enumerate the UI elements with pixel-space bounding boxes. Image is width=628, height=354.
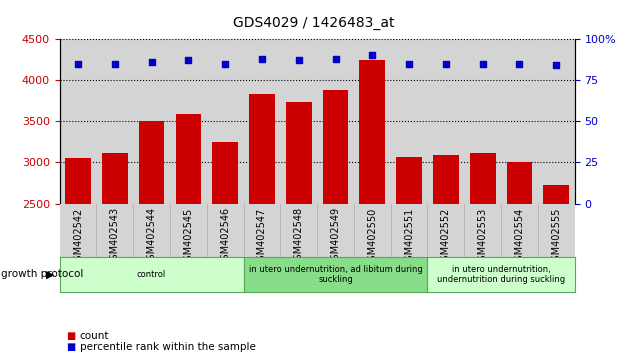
Text: count: count [80, 331, 109, 341]
Point [330, 56, 340, 62]
Bar [65, 158, 91, 204]
Text: control: control [137, 270, 166, 279]
Bar [317, 39, 354, 204]
Point [514, 61, 524, 67]
Text: GSM402554: GSM402554 [514, 207, 524, 267]
Bar [354, 39, 391, 204]
Text: GSM402545: GSM402545 [183, 207, 193, 267]
Bar [133, 39, 170, 204]
Text: GSM402549: GSM402549 [330, 207, 340, 267]
Text: ▶: ▶ [46, 269, 55, 279]
Bar [538, 39, 575, 204]
Point [441, 61, 451, 67]
Bar [249, 94, 275, 204]
Text: GSM402543: GSM402543 [110, 207, 120, 267]
Text: GSM402555: GSM402555 [551, 207, 561, 267]
Point [110, 61, 120, 67]
Point [220, 61, 230, 67]
Bar [212, 142, 238, 204]
Text: GSM402551: GSM402551 [404, 207, 414, 267]
Bar [464, 39, 501, 204]
Text: GSM402546: GSM402546 [220, 207, 230, 267]
Bar [102, 153, 127, 204]
Bar [501, 39, 538, 204]
Point [478, 61, 488, 67]
Bar [359, 59, 385, 204]
Text: GSM402544: GSM402544 [146, 207, 156, 267]
Text: GSM402547: GSM402547 [257, 207, 267, 267]
Text: GSM402548: GSM402548 [294, 207, 304, 267]
Point [294, 57, 304, 63]
Bar [396, 158, 422, 204]
Point [183, 57, 193, 63]
Text: ■: ■ [66, 342, 75, 352]
Bar [286, 102, 311, 204]
Text: in utero undernutrition, ad libitum during
suckling: in utero undernutrition, ad libitum duri… [249, 265, 423, 284]
Bar [428, 39, 464, 204]
Text: GSM402553: GSM402553 [478, 207, 488, 267]
Text: ■: ■ [66, 331, 75, 341]
Point [73, 61, 83, 67]
Point [551, 62, 561, 68]
Point [404, 61, 414, 67]
Bar [176, 114, 201, 204]
Bar [543, 185, 569, 204]
Point [257, 56, 267, 62]
Bar [323, 90, 349, 204]
Bar [207, 39, 244, 204]
Bar [280, 39, 317, 204]
Bar [433, 155, 458, 204]
Point [367, 53, 377, 58]
Bar [244, 39, 280, 204]
Bar [97, 39, 133, 204]
Bar [139, 121, 165, 204]
Point [146, 59, 156, 65]
Text: GDS4029 / 1426483_at: GDS4029 / 1426483_at [233, 16, 395, 30]
Text: GSM402552: GSM402552 [441, 207, 451, 267]
Bar [60, 39, 97, 204]
Text: growth protocol: growth protocol [1, 269, 84, 279]
Text: percentile rank within the sample: percentile rank within the sample [80, 342, 256, 352]
Bar [170, 39, 207, 204]
Bar [391, 39, 428, 204]
Text: in utero undernutrition,
undernutrition during suckling: in utero undernutrition, undernutrition … [437, 265, 565, 284]
Text: GSM402550: GSM402550 [367, 207, 377, 267]
Bar [507, 162, 533, 204]
Bar [470, 153, 495, 204]
Text: GSM402542: GSM402542 [73, 207, 83, 267]
